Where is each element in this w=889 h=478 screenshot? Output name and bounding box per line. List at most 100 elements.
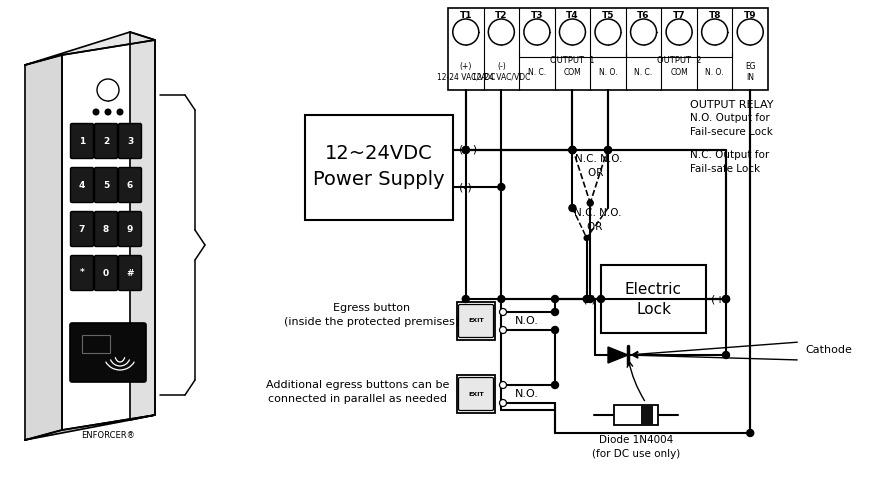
Circle shape [723, 295, 730, 303]
Text: Cathode: Cathode [805, 345, 852, 355]
FancyBboxPatch shape [70, 167, 93, 203]
Circle shape [500, 400, 507, 406]
Text: Egress button
(inside the protected premises): Egress button (inside the protected prem… [284, 304, 460, 326]
Text: 8: 8 [103, 225, 109, 233]
Circle shape [723, 295, 730, 303]
Circle shape [524, 19, 550, 45]
Circle shape [551, 295, 558, 303]
FancyBboxPatch shape [94, 123, 117, 159]
Text: EXIT: EXIT [469, 391, 484, 396]
Text: Lock: Lock [636, 302, 671, 316]
Bar [305, 115, 453, 220]
Circle shape [737, 19, 764, 45]
Text: COM: COM [670, 67, 688, 76]
Text: 7: 7 [79, 225, 85, 233]
Bar [82, 335, 110, 353]
FancyBboxPatch shape [70, 256, 93, 291]
Text: 4: 4 [79, 181, 85, 189]
Text: 6: 6 [127, 181, 133, 189]
Text: T1: T1 [460, 11, 472, 20]
Bar [448, 8, 768, 90]
Polygon shape [25, 32, 155, 65]
FancyBboxPatch shape [118, 256, 141, 291]
Circle shape [666, 19, 693, 45]
Text: EG
IN: EG IN [745, 62, 756, 82]
Circle shape [583, 295, 590, 303]
Text: T3: T3 [531, 11, 543, 20]
Bar [457, 302, 495, 340]
Circle shape [551, 326, 558, 334]
Circle shape [595, 19, 621, 45]
Circle shape [97, 79, 119, 101]
Circle shape [498, 184, 505, 191]
FancyBboxPatch shape [70, 323, 146, 382]
Circle shape [488, 19, 515, 45]
FancyBboxPatch shape [70, 211, 93, 247]
Circle shape [630, 19, 657, 45]
Text: Electric: Electric [625, 282, 682, 296]
Text: T8: T8 [709, 11, 721, 20]
Circle shape [587, 295, 594, 303]
Text: 1: 1 [79, 137, 85, 145]
Text: (+): (+) [711, 294, 729, 304]
Text: ENFORCER®: ENFORCER® [81, 431, 135, 439]
Text: *: * [80, 269, 84, 278]
Text: N.O.: N.O. [515, 316, 539, 326]
Text: OUTPUT  2: OUTPUT 2 [657, 55, 701, 65]
Circle shape [500, 308, 507, 315]
Text: N.C. Output for
Fail-safe Lock: N.C. Output for Fail-safe Lock [690, 150, 769, 174]
Text: T2: T2 [495, 11, 508, 20]
Text: T9: T9 [744, 11, 757, 20]
Text: T7: T7 [673, 11, 685, 20]
Text: N. O.: N. O. [705, 67, 724, 76]
FancyBboxPatch shape [94, 256, 117, 291]
Text: COM: COM [564, 67, 581, 76]
Text: OUTPUT RELAY: OUTPUT RELAY [690, 100, 773, 110]
Text: N.C. N.O.
    OR: N.C. N.O. OR [574, 208, 622, 232]
Circle shape [597, 295, 605, 303]
Text: Diode 1N4004
(for DC use only): Diode 1N4004 (for DC use only) [592, 435, 680, 458]
Circle shape [569, 146, 576, 153]
Text: Power Supply: Power Supply [313, 170, 444, 189]
Bar [457, 375, 495, 413]
Bar [641, 405, 653, 425]
Text: 12~24VDC: 12~24VDC [325, 144, 433, 163]
Text: 5: 5 [103, 181, 109, 189]
Circle shape [569, 146, 576, 153]
Polygon shape [608, 347, 628, 363]
Circle shape [569, 205, 576, 211]
Circle shape [500, 326, 507, 334]
Text: T6: T6 [637, 11, 650, 20]
Text: N.C. N.O.
    OR: N.C. N.O. OR [575, 154, 623, 178]
FancyBboxPatch shape [118, 123, 141, 159]
Text: N.O.: N.O. [515, 389, 539, 399]
Text: N. C.: N. C. [635, 67, 653, 76]
Circle shape [701, 19, 728, 45]
Circle shape [500, 381, 507, 389]
FancyBboxPatch shape [459, 378, 493, 411]
Circle shape [605, 146, 612, 153]
Polygon shape [25, 55, 62, 440]
FancyBboxPatch shape [118, 211, 141, 247]
FancyBboxPatch shape [94, 211, 117, 247]
Text: Additional egress buttons can be
connected in parallel as needed: Additional egress buttons can be connect… [267, 380, 450, 403]
Circle shape [93, 109, 99, 115]
Bar [601, 265, 706, 333]
Circle shape [747, 430, 754, 436]
Text: N. C.: N. C. [528, 67, 546, 76]
Text: (-): (-) [583, 294, 596, 304]
Circle shape [551, 308, 558, 315]
Circle shape [584, 236, 589, 240]
Circle shape [588, 200, 593, 206]
Text: (-)
12-24 VAC/VDC: (-) 12-24 VAC/VDC [472, 62, 531, 82]
Circle shape [105, 109, 111, 115]
Polygon shape [130, 32, 155, 420]
Bar [614, 405, 658, 425]
FancyBboxPatch shape [94, 167, 117, 203]
Circle shape [605, 146, 612, 153]
Circle shape [551, 381, 558, 389]
Polygon shape [25, 415, 155, 440]
Text: (-): (-) [459, 182, 472, 192]
Text: (+)
12-24 VAC/VDC: (+) 12-24 VAC/VDC [436, 62, 495, 82]
FancyBboxPatch shape [118, 167, 141, 203]
